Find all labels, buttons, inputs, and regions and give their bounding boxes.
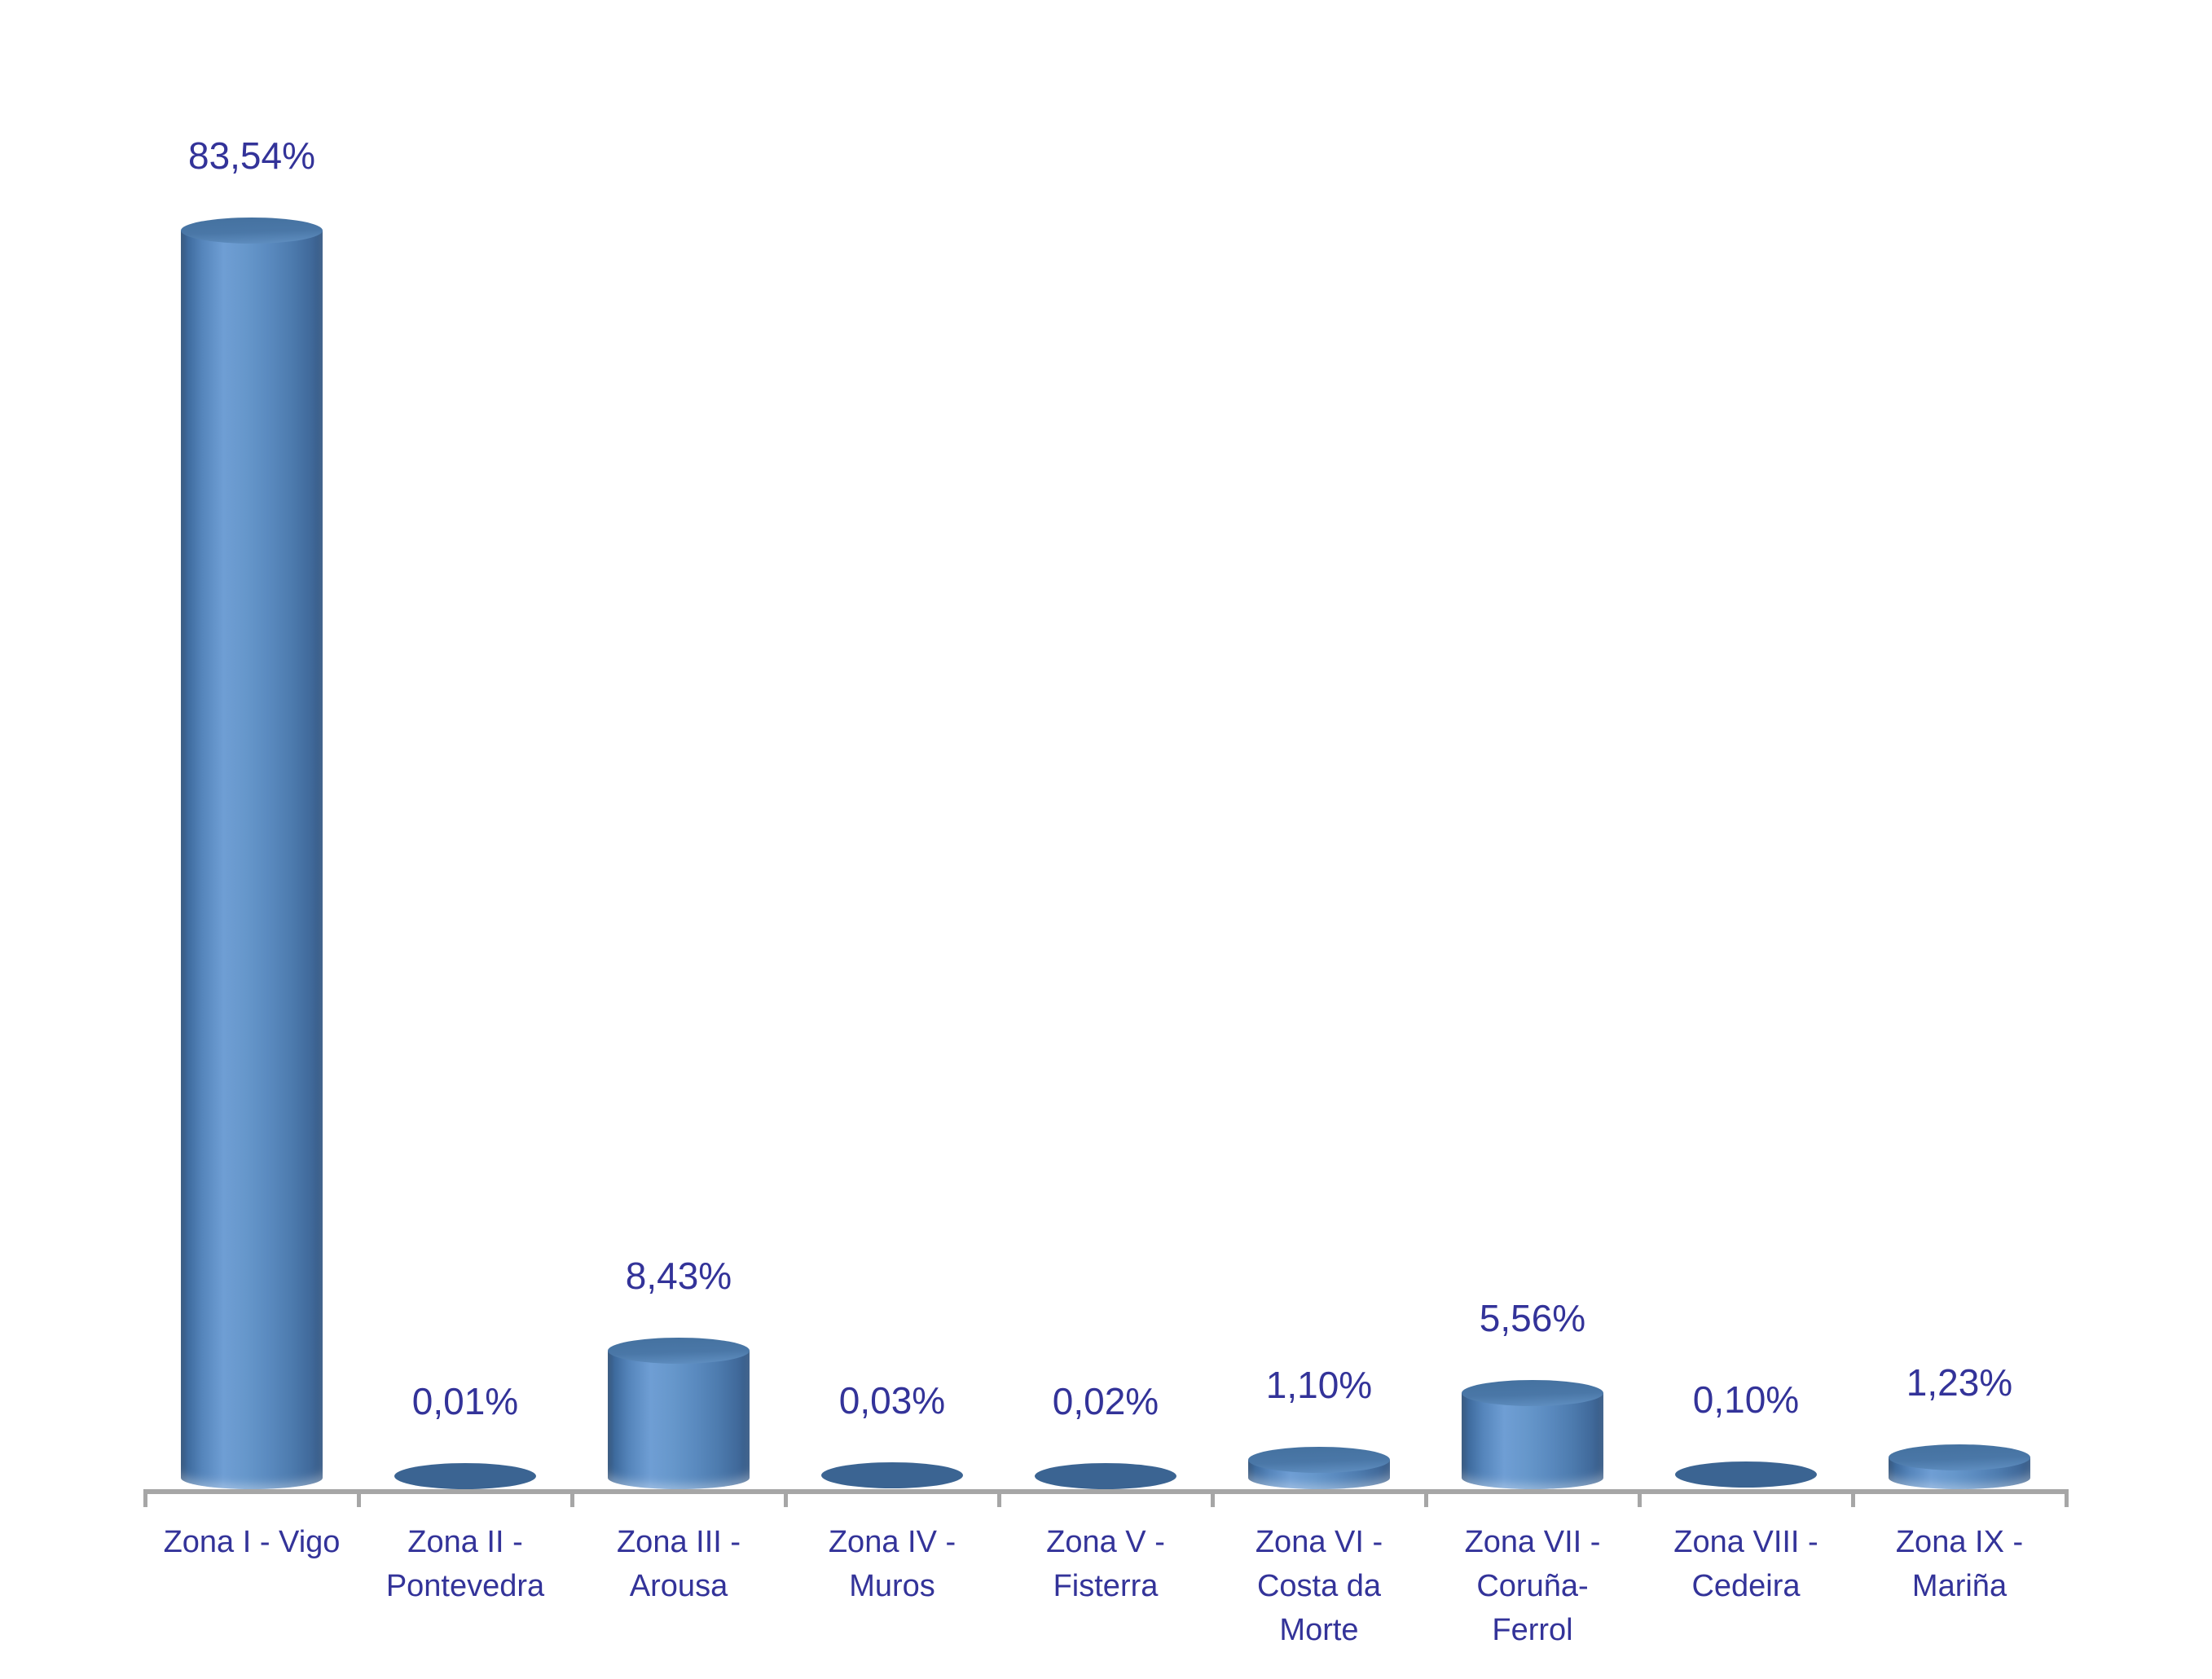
x-axis-tick [997,1489,1001,1507]
bar-cylinder-top [1675,1461,1817,1488]
category-label-line: Coruña- [1476,1569,1589,1603]
x-axis-tick [357,1489,361,1507]
category-label-line: Zona IX - [1895,1525,2024,1559]
category-label: Zona VIII - Cedeira [1639,1520,1853,1608]
category-label-line: Mariña [1911,1569,2008,1603]
x-axis-tick [570,1489,574,1507]
bar-cylinder-top [1889,1444,2030,1471]
category-label-line: Zona VI - [1255,1525,1383,1559]
category-label: Zona III - Arousa [572,1520,785,1608]
x-axis-tick [1638,1489,1642,1507]
x-axis-tick [1851,1489,1855,1507]
category-label-line: Zona II - [407,1525,523,1559]
category-label-line: Ferrol [1492,1613,1573,1647]
bar-cylinder-body [1462,1393,1603,1489]
category-label: Zona IV - Muros [785,1520,999,1608]
value-label: 8,43% [625,1254,732,1297]
bar-cylinder-top [1248,1446,1390,1473]
category-label: Zona II - Pontevedra [358,1520,572,1608]
value-label: 0,01% [411,1379,519,1422]
x-axis-tick [2065,1489,2069,1507]
x-axis-tick [784,1489,788,1507]
category-label-line: Zona IV - [828,1525,956,1559]
category-label: Zona IX - Mariña [1853,1520,2066,1608]
category-label: Zona VI - Costa da Morte [1212,1520,1426,1652]
bar-cylinder-body [181,231,323,1489]
category-label-line: Arousa [629,1569,728,1603]
category-label: Zona VII - Coruña- Ferrol [1426,1520,1639,1652]
bar-cylinder-body [608,1350,750,1489]
bar-cylinder-top [394,1462,536,1489]
category-label-line: Cedeira [1691,1569,1801,1603]
category-label-line: Fisterra [1053,1569,1159,1603]
category-label-line: Zona I - Vigo [163,1525,341,1559]
x-axis-tick [1211,1489,1215,1507]
value-label: 5,56% [1479,1297,1586,1340]
bar-cylinder-top [821,1462,963,1489]
category-label: Zona I - Vigo [145,1520,358,1564]
value-label: 0,10% [1692,1378,1800,1422]
category-label-line: Zona VIII - [1673,1525,1818,1559]
category-label-line: Muros [849,1569,935,1603]
x-axis-tick [143,1489,147,1507]
value-label: 1,10% [1265,1363,1373,1406]
category-label: Zona V - Fisterra [999,1520,1212,1608]
bar-cylinder-top [608,1337,750,1364]
value-label: 83,54% [187,134,315,178]
category-label-line: Zona V - [1046,1525,1165,1559]
value-label: 0,02% [1052,1379,1159,1422]
category-label-line: Morte [1279,1613,1359,1647]
x-axis-tick [1424,1489,1428,1507]
bar-cylinder-top [1035,1462,1176,1489]
x-axis-line [145,1489,2066,1494]
category-label-line: Zona VII - [1464,1525,1601,1559]
bar-cylinder-top [181,218,323,244]
category-label-line: Pontevedra [385,1569,545,1603]
value-label: 1,23% [1906,1361,2013,1404]
category-label-line: Costa da [1256,1569,1382,1603]
category-label-line: Zona III - [616,1525,741,1559]
bar-cylinder-top [1462,1380,1603,1407]
value-label: 0,03% [838,1379,946,1422]
